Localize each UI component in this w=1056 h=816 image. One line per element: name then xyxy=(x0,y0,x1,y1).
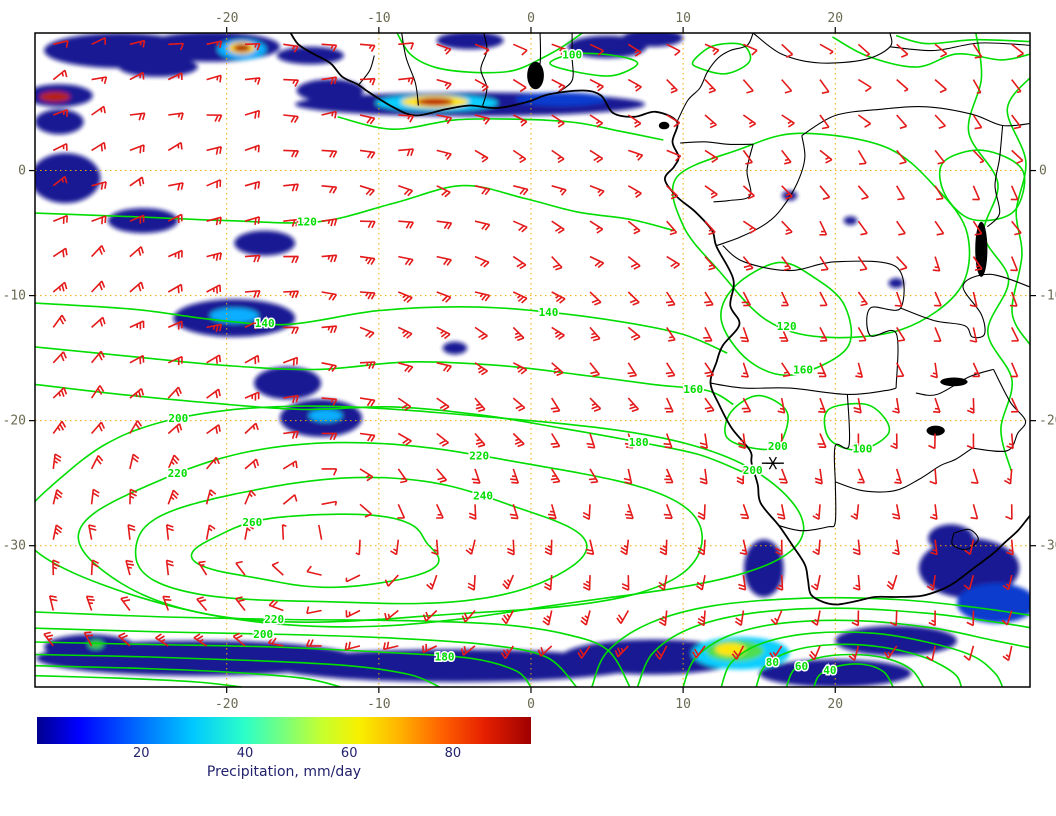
svg-text:160: 160 xyxy=(683,383,703,396)
map-interior: 120 140 140 160 180 200 200 220 220 240 260 220 200 1… xyxy=(35,33,1030,687)
axis-ticks xyxy=(29,27,1036,693)
colorbar-tick: 80 xyxy=(444,746,462,761)
country-border xyxy=(835,447,973,493)
svg-text:240: 240 xyxy=(473,490,493,503)
svg-text:200: 200 xyxy=(768,440,788,453)
svg-text:180: 180 xyxy=(629,436,649,449)
svg-text:160: 160 xyxy=(793,364,813,377)
svg-text:200: 200 xyxy=(743,464,763,477)
svg-text:-30: -30 xyxy=(1039,539,1056,554)
axis-tick-labels: -20-20-10-10001010202000-10-10-20-20-30-… xyxy=(3,11,1056,712)
country-border xyxy=(972,369,1027,452)
colorbar-gradient xyxy=(37,717,531,744)
svg-text:0: 0 xyxy=(527,697,535,712)
country-border xyxy=(722,245,905,389)
svg-text:40: 40 xyxy=(823,664,836,677)
svg-text:60: 60 xyxy=(795,660,808,673)
africa-coastline xyxy=(289,33,1030,606)
svg-text:-10: -10 xyxy=(367,697,390,712)
svg-text:120: 120 xyxy=(297,216,317,229)
country-border xyxy=(889,42,1030,52)
svg-text:-10: -10 xyxy=(3,289,26,304)
wind-barbs xyxy=(43,37,1024,662)
colorbar-tick: 60 xyxy=(340,746,358,761)
lake-island-feature xyxy=(527,61,544,90)
svg-text:-20: -20 xyxy=(3,414,26,429)
country-border xyxy=(710,382,897,395)
country-border xyxy=(716,135,806,247)
svg-text:120: 120 xyxy=(777,320,797,333)
country-border xyxy=(986,125,1004,228)
svg-text:-10: -10 xyxy=(367,11,390,26)
svg-text:220: 220 xyxy=(469,449,489,462)
svg-text:200: 200 xyxy=(253,628,273,641)
svg-text:220: 220 xyxy=(168,467,188,480)
lake-island-feature xyxy=(940,377,968,387)
graticule xyxy=(35,33,1030,687)
country-border xyxy=(713,144,754,203)
station-marker xyxy=(761,456,784,470)
lake-island-feature xyxy=(926,425,945,436)
lake-island-feature xyxy=(658,121,670,130)
country-border xyxy=(358,55,375,85)
colorbar-tick: 20 xyxy=(132,746,150,761)
contour-labels: 120 140 140 160 180 200 200 220 220 240 260 220 200 1… xyxy=(166,47,874,678)
country-border xyxy=(951,528,979,551)
svg-text:80: 80 xyxy=(766,656,779,669)
height-contours xyxy=(35,33,1030,687)
svg-text:180: 180 xyxy=(435,651,455,664)
svg-text:-10: -10 xyxy=(1039,289,1056,304)
svg-text:10: 10 xyxy=(675,11,691,26)
svg-text:200: 200 xyxy=(168,412,188,425)
svg-text:100: 100 xyxy=(562,49,582,62)
colorbar-caption: Precipitation, mm/day xyxy=(206,764,362,780)
svg-text:260: 260 xyxy=(242,516,262,529)
svg-text:-20: -20 xyxy=(215,11,238,26)
colorbar-tick-labels: 20 40 60 80 xyxy=(37,744,531,762)
precipitation-colorbar: 20 40 60 80 Precipitation, mm/day xyxy=(37,717,531,780)
country-border xyxy=(833,394,851,482)
svg-text:140: 140 xyxy=(255,317,275,330)
country-border xyxy=(680,141,754,146)
svg-text:10: 10 xyxy=(675,697,691,712)
country-border xyxy=(752,33,893,64)
country-border xyxy=(778,481,837,532)
svg-text:140: 140 xyxy=(539,306,559,319)
svg-text:0: 0 xyxy=(18,164,26,179)
svg-text:20: 20 xyxy=(827,11,843,26)
colorbar-tick: 40 xyxy=(236,746,254,761)
svg-text:0: 0 xyxy=(527,11,535,26)
country-border xyxy=(556,33,574,94)
svg-text:20: 20 xyxy=(827,697,843,712)
svg-text:-20: -20 xyxy=(215,697,238,712)
map-frame xyxy=(34,32,1031,688)
svg-text:-20: -20 xyxy=(1039,414,1056,429)
svg-text:220: 220 xyxy=(264,613,284,626)
country-border xyxy=(480,33,488,107)
svg-text:100: 100 xyxy=(853,443,873,456)
svg-text:-30: -30 xyxy=(3,539,26,554)
svg-text:0: 0 xyxy=(1039,164,1047,179)
coastline-borders xyxy=(289,33,1030,606)
